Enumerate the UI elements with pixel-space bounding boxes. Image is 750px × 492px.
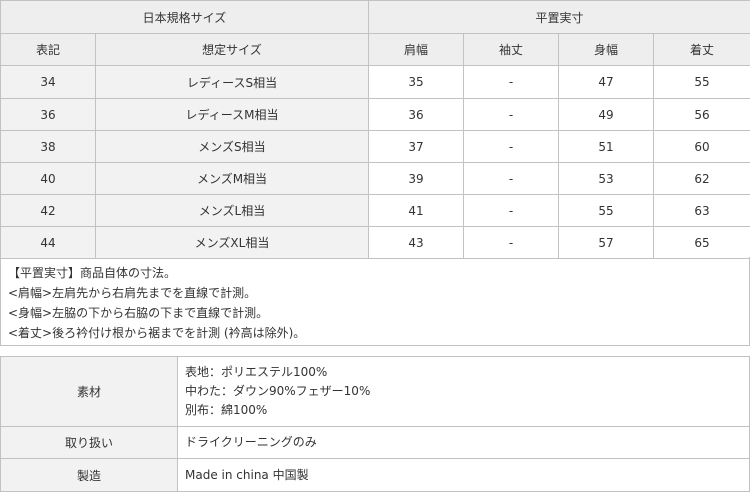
column-header: 肩幅 — [369, 34, 464, 66]
size-cell: 44 — [1, 227, 96, 259]
measurement-notes: 【平置実寸】商品自体の寸法。 <肩幅>左肩先から右肩先までを直線で計測。 <身幅… — [0, 257, 750, 346]
size-cell: 60 — [654, 131, 750, 163]
note-line: <着丈>後ろ衿付け根から裾までを計測 (衿高は除外)。 — [8, 323, 742, 343]
size-cell: - — [464, 227, 559, 259]
column-header: 身幅 — [559, 34, 654, 66]
size-cell: 38 — [1, 131, 96, 163]
size-cell: メンズS相当 — [96, 131, 369, 163]
column-header-row: 表記 想定サイズ 肩幅 袖丈 身幅 着丈 — [1, 34, 750, 66]
note-line: <肩幅>左肩先から右肩先までを直線で計測。 — [8, 283, 742, 303]
column-header: 想定サイズ — [96, 34, 369, 66]
material-table: 素材 表地：ポリエステル100% 中わた：ダウン90%フェザー10% 別布：綿1… — [0, 356, 750, 492]
size-cell: 62 — [654, 163, 750, 195]
care-label: 取り扱い — [1, 427, 178, 459]
group-header-flat-measure: 平置実寸 — [369, 1, 750, 34]
size-cell: 47 — [559, 66, 654, 99]
size-cell: 37 — [369, 131, 464, 163]
care-row: 取り扱い ドライクリーニングのみ — [1, 427, 750, 459]
note-line: 【平置実寸】商品自体の寸法。 — [8, 263, 742, 283]
size-cell: - — [464, 99, 559, 131]
size-cell: 34 — [1, 66, 96, 99]
material-row: 素材 表地：ポリエステル100% 中わた：ダウン90%フェザー10% 別布：綿1… — [1, 357, 750, 427]
size-cell: 55 — [654, 66, 750, 99]
column-header: 着丈 — [654, 34, 750, 66]
origin-value: Made in china 中国製 — [178, 459, 750, 492]
size-cell: - — [464, 66, 559, 99]
size-cell: 55 — [559, 195, 654, 227]
origin-label: 製造 — [1, 459, 178, 492]
material-line: 中わた：ダウン90%フェザー10% — [185, 382, 749, 401]
size-cell: 36 — [1, 99, 96, 131]
size-cell: 49 — [559, 99, 654, 131]
size-cell: 51 — [559, 131, 654, 163]
column-header: 表記 — [1, 34, 96, 66]
size-cell: メンズXL相当 — [96, 227, 369, 259]
size-cell: 63 — [654, 195, 750, 227]
size-cell: メンズM相当 — [96, 163, 369, 195]
size-cell: 35 — [369, 66, 464, 99]
column-header: 袖丈 — [464, 34, 559, 66]
group-header-japan-size: 日本規格サイズ — [1, 1, 369, 34]
material-line: 表地：ポリエステル100% — [185, 363, 749, 382]
size-cell: 42 — [1, 195, 96, 227]
size-cell: 36 — [369, 99, 464, 131]
size-cell: - — [464, 195, 559, 227]
size-cell: メンズL相当 — [96, 195, 369, 227]
size-cell: レディースS相当 — [96, 66, 369, 99]
size-cell: - — [464, 131, 559, 163]
size-cell: 41 — [369, 195, 464, 227]
size-cell: 43 — [369, 227, 464, 259]
size-cell: 57 — [559, 227, 654, 259]
size-cell: 40 — [1, 163, 96, 195]
size-cell: レディースM相当 — [96, 99, 369, 131]
origin-row: 製造 Made in china 中国製 — [1, 459, 750, 492]
size-cell: 65 — [654, 227, 750, 259]
size-cell: 53 — [559, 163, 654, 195]
material-value: 表地：ポリエステル100% 中わた：ダウン90%フェザー10% 別布：綿100% — [178, 357, 750, 427]
care-value: ドライクリーニングのみ — [178, 427, 750, 459]
material-label: 素材 — [1, 357, 178, 427]
group-header-row: 日本規格サイズ 平置実寸 — [1, 1, 750, 34]
note-line: <身幅>左脇の下から右脇の下まで直線で計測。 — [8, 303, 742, 323]
size-cell: 39 — [369, 163, 464, 195]
size-cell: 56 — [654, 99, 750, 131]
material-line: 別布：綿100% — [185, 401, 749, 420]
size-cell: - — [464, 163, 559, 195]
